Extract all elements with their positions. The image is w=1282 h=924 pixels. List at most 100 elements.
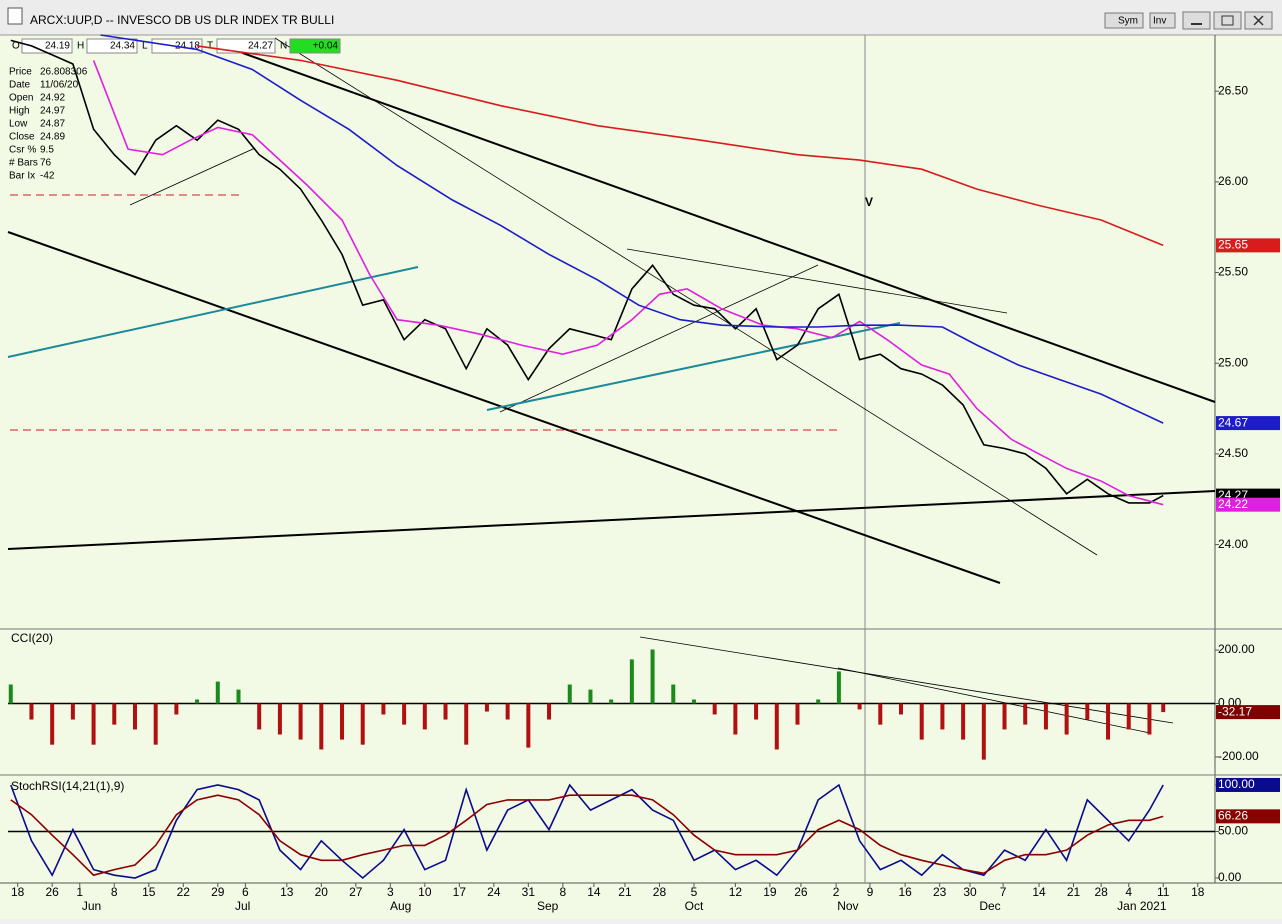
inv-label: Inv [1153,16,1166,27]
x-tick-label: 6 [242,885,249,899]
histogram-bar [919,703,924,740]
inv-button[interactable] [1149,12,1176,29]
data-window-label: Date [9,80,31,91]
histogram-bar [609,699,614,704]
data-window-value: 24.97 [40,106,65,117]
x-tick-label: 18 [11,885,25,899]
histogram-bar [484,703,489,712]
series-line [10,794,1164,877]
x-tick-label: 7 [1000,885,1007,899]
data-window-label: High [9,106,30,117]
x-month-label: Aug [390,899,411,913]
sym-label: Sym [1118,16,1138,27]
trend-line [7,490,1216,550]
histogram-bar [588,689,593,704]
maximize-icon [1221,15,1234,26]
x-month-label: Jan 2021 [1117,899,1167,913]
last-value-label: 24.22 [1218,497,1248,511]
histogram-bar [1161,703,1166,713]
ohlc-value: 24.34 [110,41,135,52]
annotation: V [865,195,873,209]
histogram-bar [70,703,75,720]
histogram-bar [878,703,883,725]
histogram-bar [236,689,241,704]
x-tick-label: 28 [1094,885,1108,899]
histogram-bar [981,703,986,760]
ohlc-value: 24.19 [45,41,70,52]
x-tick-label: 24 [487,885,501,899]
x-tick-label: 16 [898,885,912,899]
minimize-button[interactable] [1182,11,1211,30]
histogram-bar [195,699,200,704]
data-window-value: 24.89 [40,132,65,143]
x-tick-label: 21 [618,885,632,899]
histogram-bar [153,703,158,745]
histogram-bar [1085,703,1090,720]
trend-line [239,51,1216,403]
data-window-value: 24.92 [40,93,65,104]
histogram-bar [50,703,55,745]
histogram-bar [505,703,510,720]
last-value-box [1216,497,1280,512]
y-tick-label: 24.50 [1218,446,1248,460]
histogram-bar [443,703,448,720]
x-tick-label: 12 [729,885,743,899]
histogram-bar [526,703,531,748]
data-window-value: 11/06/20 [40,80,79,91]
last-value-label: 66.26 [1218,809,1248,823]
x-tick-label: 1 [76,885,83,899]
maximize-button[interactable] [1213,11,1242,30]
data-window-value: 26.808306 [40,67,88,78]
trend-line [129,147,256,206]
trend-line [626,248,1008,314]
histogram-bar [112,703,117,725]
x-tick-label: 8 [111,885,118,899]
y-tick-label: 0.00 [1218,870,1242,884]
data-window-value: -42 [40,171,55,182]
histogram-bar [29,703,34,720]
x-tick-label: 26 [45,885,59,899]
last-value-box [1216,777,1280,792]
y-tick-label: 24.00 [1218,537,1248,551]
y-tick-label: -200.00 [1218,749,1259,763]
histogram-bar [215,681,220,704]
panel-title: CCI(20) [11,631,53,645]
trend-line [499,264,819,413]
data-window-value: 9.5 [40,145,54,156]
ohlc-key: O [12,41,20,52]
histogram-bar [1106,703,1111,740]
last-value-box [1216,238,1280,253]
ohlc-key: T [207,41,213,52]
histogram-bar [1126,703,1131,730]
histogram-bar [671,684,676,704]
data-window-label: Close [9,132,35,143]
series-line [100,34,1164,424]
app-icon [7,7,23,25]
x-tick-label: 23 [933,885,947,899]
ohlc-key: H [77,41,84,52]
title-bar [0,0,1282,35]
x-tick-label: 14 [1032,885,1046,899]
ohlc-box [289,38,341,54]
ohlc-key: N [280,41,287,52]
data-window: Price 26.808306 Date 11/06/20 Open 24.92 High 2… [6,63,94,183]
x-tick-label: 13 [280,885,294,899]
histogram-bar [1002,703,1007,730]
x-tick-label: 31 [522,885,536,899]
histogram-bar [754,703,759,720]
x-tick-label: 20 [315,885,329,899]
last-value-label: -32.17 [1218,704,1252,718]
x-tick-label: 3 [387,885,394,899]
x-tick-label: 9 [867,885,874,899]
data-window-label: Low [9,119,28,130]
y-tick-label: 25.00 [1218,355,1248,369]
histogram-bar [298,703,303,740]
data-window-label: Open [9,93,33,104]
sym-button[interactable] [1104,12,1144,29]
data-window-label: Bar Ix [9,171,35,182]
x-month-label: Jul [235,899,250,913]
x-month-label: Jun [82,899,101,913]
x-tick-label: 5 [691,885,698,899]
histogram-bar [360,703,365,745]
histogram-bar [940,703,945,730]
